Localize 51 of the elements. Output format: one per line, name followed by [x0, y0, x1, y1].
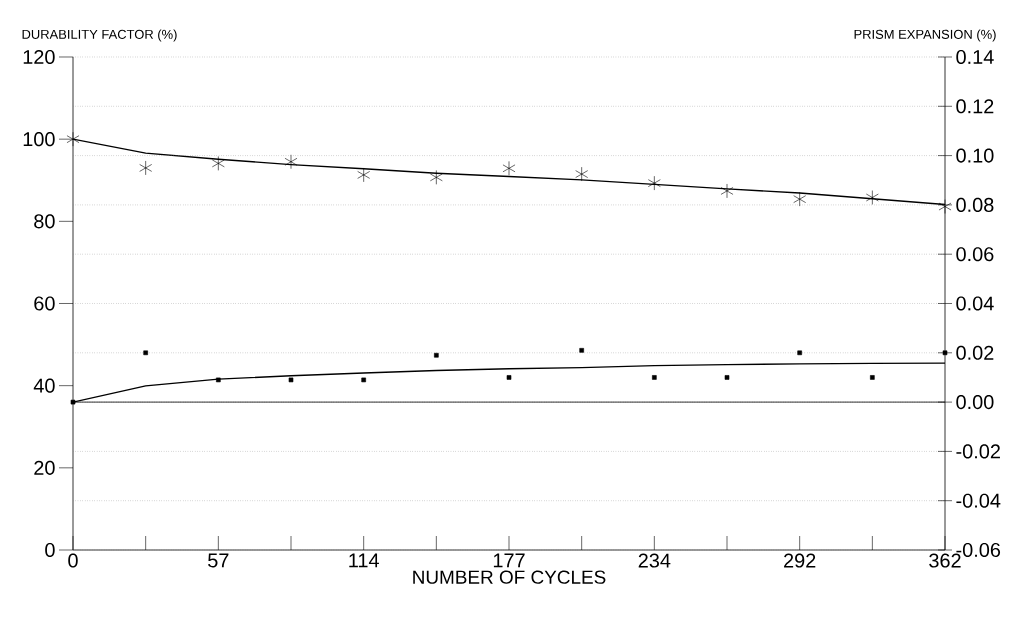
y2-tick-label: 0.02 [956, 345, 994, 360]
point [357, 167, 371, 183]
point [216, 377, 221, 383]
point [502, 161, 516, 176]
x-axis-title: NUMBER OF CYCLES [413, 570, 606, 584]
y2-tick-label: 0.06 [956, 247, 994, 262]
y2-axis-title: PRISM EXPANSION (%) [854, 29, 996, 42]
x-tick-label: 234 [638, 553, 671, 568]
y2-tick-label: -0.04 [956, 493, 1001, 508]
point [648, 175, 661, 191]
point [143, 350, 148, 356]
point [575, 166, 589, 182]
y-tick-label: 40 [33, 378, 55, 393]
y-tick-label: 80 [34, 214, 55, 229]
point [942, 350, 948, 356]
point [797, 350, 802, 356]
point [720, 183, 734, 199]
point [139, 160, 153, 176]
point [284, 154, 298, 170]
point [70, 399, 76, 405]
y2-tick-label: 0.14 [956, 49, 994, 65]
y-tick-label: 20 [34, 460, 55, 475]
point [288, 377, 294, 383]
point [579, 348, 584, 353]
point [434, 352, 439, 358]
point [361, 377, 366, 383]
y2-tick-label: 0.10 [956, 148, 994, 163]
y-tick-label: 100 [23, 132, 55, 147]
point [430, 170, 443, 185]
point [506, 375, 512, 380]
y2-tick-label: 0.00 [956, 395, 994, 410]
y2-tick-label: 0.08 [956, 197, 994, 212]
point [870, 375, 875, 380]
x-tick-label: 177 [493, 553, 525, 568]
y-axis-title: DURABILITY FACTOR (%) [22, 29, 177, 42]
point [866, 190, 879, 205]
y2-tick-label: 0.12 [956, 99, 994, 114]
point [724, 375, 730, 380]
point [212, 156, 225, 171]
y-tick-label: 0 [45, 542, 55, 558]
y2-tick-label: 0.04 [956, 296, 994, 311]
x-tick-label: 0 [68, 553, 78, 568]
x-tick-label: 57 [208, 553, 229, 568]
point [652, 375, 657, 380]
x-tick-label: 114 [349, 553, 379, 568]
y2-tick-label: -0.02 [956, 444, 1000, 459]
x-tick-label: 292 [784, 553, 816, 568]
y-tick-label: 60 [34, 296, 55, 311]
y-tick-label: 120 [23, 49, 55, 65]
point [66, 131, 80, 147]
point [793, 191, 807, 207]
